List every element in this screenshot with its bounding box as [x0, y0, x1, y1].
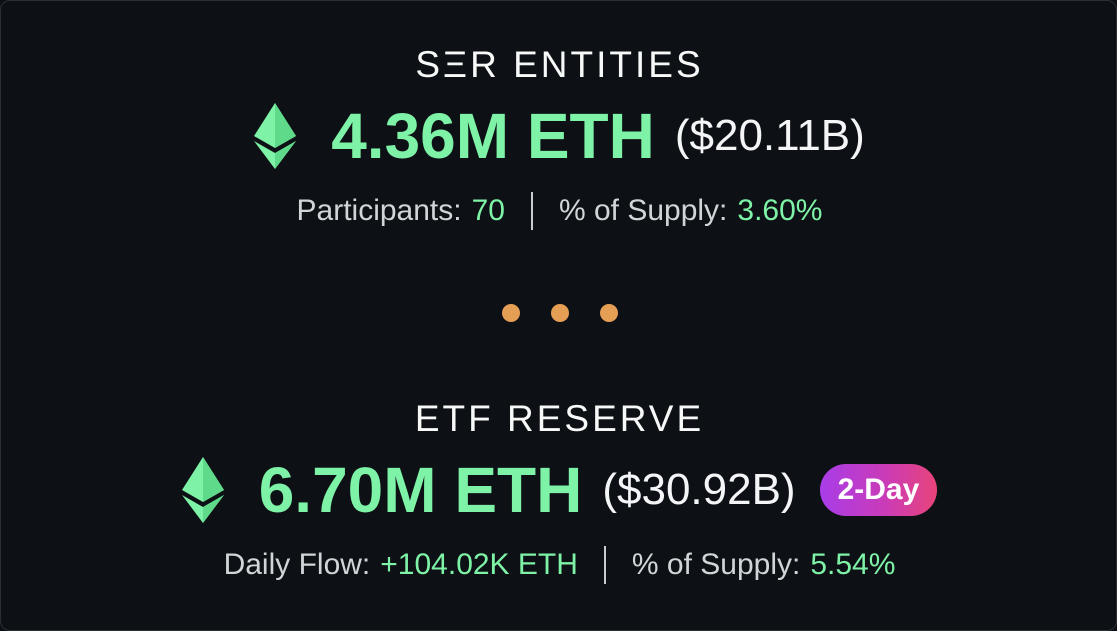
supply-value: 5.54%: [810, 548, 896, 581]
stats-row: Daily Flow: +104.02K ETH % of Supply: 5.…: [223, 543, 896, 587]
dot: [550, 304, 569, 322]
supply-value: 3.60%: [737, 194, 823, 227]
amount-row: 4.36M ETH ($20.11B): [254, 93, 865, 179]
section-title: ETF RESERVE: [414, 398, 705, 439]
participants-label: Participants:: [296, 194, 462, 227]
section-title: SΞR ENTITIES: [415, 44, 704, 85]
ser-entities-section: SΞR ENTITIES 4.36M ETH ($20.11B) Partici…: [1, 39, 1116, 233]
dot: [599, 304, 618, 322]
ethereum-icon: [181, 457, 224, 523]
daily-flow-value: +104.02K ETH: [380, 548, 578, 581]
stat-divider: [603, 546, 606, 584]
timeframe-badge[interactable]: 2-Day: [819, 464, 938, 516]
supply-label: % of Supply:: [631, 548, 801, 581]
eth-amount: 6.70M ETH: [258, 454, 583, 526]
etf-reserve-section: ETF RESERVE 6.70M ETH ($30.92B) 2-Day Da…: [1, 393, 1116, 587]
participants-value: 70: [471, 194, 505, 227]
usd-value: ($20.11B): [674, 111, 865, 160]
dot: [501, 304, 520, 322]
stat-divider: [530, 192, 533, 230]
amount-row: 6.70M ETH ($30.92B) 2-Day: [181, 447, 938, 533]
ethereum-icon: [254, 103, 297, 169]
eth-amount: 4.36M ETH: [331, 100, 655, 172]
ellipsis-dots-icon: [1, 304, 1116, 322]
supply-label: % of Supply:: [558, 194, 728, 227]
stats-row: Participants: 70 % of Supply: 3.60%: [296, 189, 823, 233]
usd-value: ($30.92B): [602, 465, 796, 514]
daily-flow-label: Daily Flow:: [223, 548, 371, 581]
